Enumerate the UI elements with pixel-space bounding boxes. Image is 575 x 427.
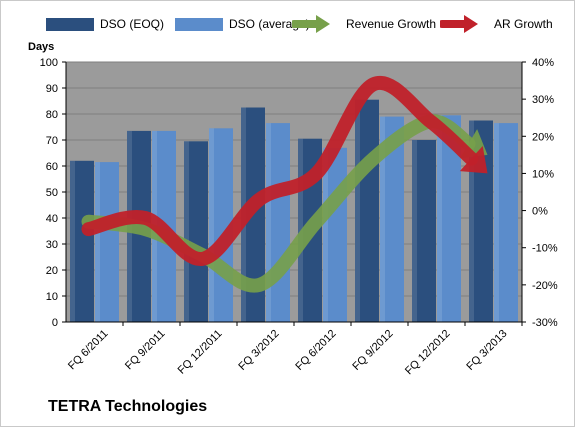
bar-highlight bbox=[355, 99, 360, 322]
bar-highlight bbox=[380, 116, 385, 322]
left-tick-label: 70 bbox=[46, 135, 58, 147]
bar-dso-average bbox=[494, 123, 518, 322]
bar-highlight bbox=[70, 160, 75, 322]
bar-highlight bbox=[469, 120, 474, 322]
left-tick-label: 30 bbox=[46, 239, 58, 251]
legend-label: DSO (EOQ) bbox=[100, 17, 165, 31]
arrowhead bbox=[459, 146, 488, 174]
legend-arrow-icon bbox=[292, 15, 330, 33]
right-tick-label: 20% bbox=[532, 131, 554, 143]
bar-highlight bbox=[209, 128, 214, 322]
legend-item: AR Growth bbox=[440, 12, 553, 36]
bar-dso-eoq bbox=[355, 99, 379, 322]
x-tick-label: FQ 9/2012 bbox=[350, 328, 395, 373]
left-tick-label: 0 bbox=[52, 317, 58, 329]
x-tick-label: FQ 12/2012 bbox=[403, 328, 453, 378]
bar-highlight bbox=[494, 123, 499, 322]
left-tick-label: 50 bbox=[46, 187, 58, 199]
legend-item: Revenue Growth bbox=[292, 12, 436, 36]
right-tick-label: 0% bbox=[532, 206, 548, 218]
legend: DSO (EOQ) DSO (average) Revenue Growth AR G… bbox=[0, 12, 575, 36]
left-tick-label: 100 bbox=[40, 57, 58, 69]
left-tick-label: 10 bbox=[46, 291, 58, 303]
left-axis-label: Days bbox=[28, 41, 54, 53]
bar-dso-eoq bbox=[70, 160, 94, 322]
left-tick-label: 60 bbox=[46, 161, 58, 173]
legend-item: DSO (EOQ) bbox=[46, 12, 164, 36]
growth-arrows bbox=[81, 75, 488, 293]
right-tick-label: 10% bbox=[532, 168, 554, 180]
right-tick-label: -20% bbox=[532, 280, 558, 292]
ar-growth-arrow bbox=[81, 75, 488, 266]
legend-label: DSO (average) bbox=[229, 17, 310, 31]
x-tick-label: FQ 12/2011 bbox=[176, 328, 225, 377]
left-tick-label: 20 bbox=[46, 265, 58, 277]
legend-arrow-icon bbox=[440, 15, 478, 33]
bar-body bbox=[70, 160, 94, 322]
bar-body bbox=[355, 99, 379, 322]
arrow-body bbox=[81, 75, 479, 266]
left-tick-label: 40 bbox=[46, 213, 58, 225]
bar-highlight bbox=[437, 115, 442, 322]
left-tick-label: 90 bbox=[46, 83, 58, 95]
bar-highlight bbox=[412, 140, 417, 322]
right-tick-label: -30% bbox=[532, 317, 558, 329]
bar-dso-average bbox=[95, 162, 119, 322]
left-tick-label: 80 bbox=[46, 109, 58, 121]
bar-body bbox=[494, 123, 518, 322]
legend-item: DSO (average) bbox=[175, 12, 310, 36]
legend-swatch bbox=[175, 17, 223, 31]
bar-dso-average bbox=[323, 147, 347, 322]
bar-body bbox=[184, 141, 208, 322]
x-tick-label: FQ 6/2012 bbox=[293, 328, 338, 373]
company-name: TETRA Technologies bbox=[48, 398, 208, 415]
bar-highlight bbox=[298, 138, 303, 322]
right-tick-label: -10% bbox=[532, 243, 558, 255]
x-tick-label: FQ 9/2011 bbox=[123, 328, 168, 373]
bar-highlight bbox=[323, 147, 328, 322]
bars bbox=[70, 99, 518, 322]
legend-label: Revenue Growth bbox=[346, 17, 437, 31]
legend-swatch bbox=[46, 17, 94, 31]
bar-body bbox=[323, 147, 347, 322]
bar-body bbox=[95, 162, 119, 322]
bar-highlight bbox=[184, 141, 189, 322]
right-tick-label: 40% bbox=[532, 57, 554, 69]
bar-dso-eoq bbox=[184, 141, 208, 322]
x-tick-label: FQ 3/2013 bbox=[464, 328, 509, 373]
right-tick-label: 30% bbox=[532, 94, 554, 106]
bar-dso-eoq bbox=[412, 140, 436, 322]
bar-dso-average bbox=[266, 123, 290, 322]
legend-label: AR Growth bbox=[494, 17, 553, 31]
bar-highlight bbox=[95, 162, 100, 322]
bar-body bbox=[266, 123, 290, 322]
x-tick-label: FQ 3/2012 bbox=[236, 328, 281, 373]
bar-highlight bbox=[266, 123, 271, 322]
x-tick-label: FQ 6/2011 bbox=[66, 328, 111, 373]
bar-body bbox=[412, 140, 436, 322]
